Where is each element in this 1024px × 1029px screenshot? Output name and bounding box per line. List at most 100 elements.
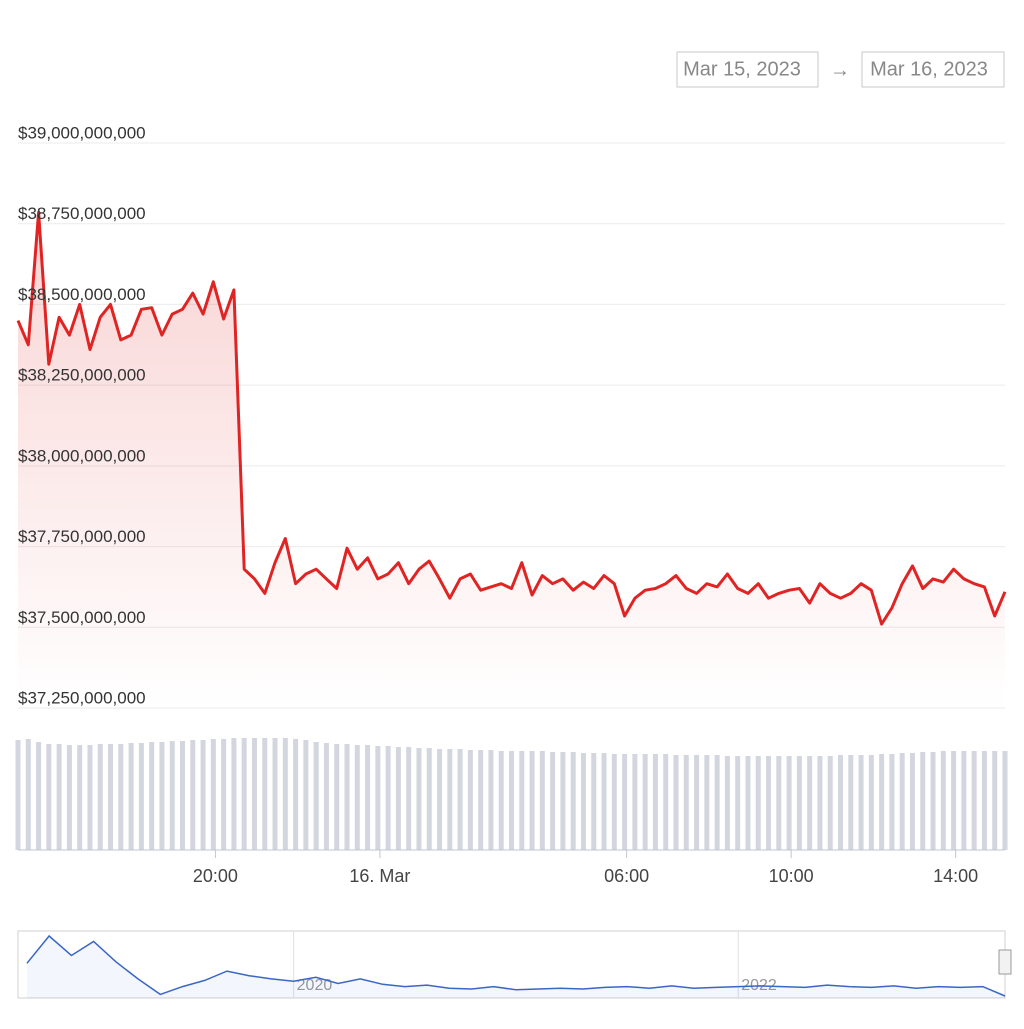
x-tick-label: 20:00	[193, 866, 238, 886]
y-tick-label: $38,500,000,000	[18, 285, 146, 304]
volume-bar	[457, 749, 463, 850]
volume-bar	[889, 754, 895, 850]
volume-bar	[416, 748, 422, 850]
volume-bar	[375, 746, 381, 850]
volume-bar	[447, 749, 453, 850]
volume-bar	[981, 751, 987, 850]
volume-bar	[580, 753, 586, 850]
volume-bar	[642, 754, 648, 850]
volume-bar	[1002, 751, 1008, 850]
plot	[16, 210, 1007, 708]
volume-bar	[652, 754, 658, 850]
volume-bar	[478, 750, 484, 850]
volume-bar	[786, 756, 792, 850]
volume-bar	[868, 755, 874, 850]
volume-bar	[241, 738, 247, 850]
volume-bar	[909, 753, 915, 850]
volume-bar	[848, 755, 854, 850]
volume-bar	[210, 739, 216, 850]
navigator[interactable]: 2020 2022	[26, 931, 1006, 998]
volume-bar	[858, 755, 864, 850]
volume-bar	[128, 743, 134, 850]
volume-bar	[221, 739, 227, 850]
volume-bar	[632, 754, 638, 850]
volume-bar	[108, 744, 114, 850]
volume-bar	[694, 755, 700, 850]
volume-bar	[879, 754, 885, 850]
volume-bar	[601, 753, 607, 850]
date-separator: →	[830, 59, 850, 81]
volume-bar	[313, 742, 319, 850]
volume-bar	[323, 743, 329, 850]
volume-bar	[776, 756, 782, 850]
volume-bar	[426, 748, 432, 850]
volume-bar	[365, 745, 371, 850]
x-tick-label: 14:00	[933, 866, 978, 886]
volume-bar	[920, 752, 926, 850]
navigator-handle[interactable]	[998, 949, 1012, 975]
volume-bar	[97, 744, 103, 850]
volume-bar	[385, 746, 391, 850]
volume-bar	[344, 744, 350, 850]
volume-bar	[796, 756, 802, 850]
y-tick-label: $37,250,000,000	[18, 688, 146, 707]
volume-bar	[138, 743, 144, 850]
volume-bar	[77, 745, 83, 850]
volume-bar	[180, 741, 185, 850]
volume-bar	[735, 756, 741, 850]
volume-bar	[539, 751, 545, 850]
volume-bar	[529, 751, 535, 850]
volume-bar	[36, 742, 42, 850]
volume-bar	[231, 738, 237, 850]
date-to[interactable]: Mar 16, 2023	[870, 58, 988, 80]
navigator-tick-label: 2020	[297, 977, 333, 994]
volume-bar	[509, 751, 514, 850]
date-from[interactable]: Mar 15, 2023	[683, 58, 801, 80]
x-tick-label: 16. Mar	[349, 866, 410, 886]
navigator-area	[26, 936, 1005, 998]
x-tick-label: 06:00	[604, 866, 649, 886]
volume-bar	[395, 747, 401, 850]
volume-bar	[519, 751, 525, 850]
y-tick-label: $37,750,000,000	[18, 527, 146, 546]
volume-bar	[807, 756, 813, 850]
volume-bar	[951, 751, 957, 850]
volume-bar	[87, 745, 93, 850]
volume-bar	[66, 745, 72, 850]
volume-bar	[56, 744, 62, 850]
volume-bar	[940, 751, 946, 850]
volume-bar	[560, 752, 566, 850]
navigator-line	[26, 934, 1006, 997]
volume-bar	[200, 740, 206, 850]
volume-bar	[673, 755, 679, 850]
volume-bar	[282, 738, 288, 850]
volume-bar	[992, 751, 998, 850]
date-to-box[interactable]	[861, 51, 1005, 88]
volume-bar	[611, 754, 617, 850]
volume-bar	[961, 751, 967, 850]
volume-bar	[704, 755, 710, 850]
volume-bar	[303, 740, 309, 850]
volume-bar	[488, 750, 494, 850]
volume-bar	[591, 753, 597, 850]
volume-bar	[467, 750, 473, 850]
volume-bar	[930, 752, 936, 850]
volume-bar	[766, 756, 772, 850]
volume-bar	[46, 744, 52, 850]
volume-bar	[354, 745, 360, 850]
volume-bar	[272, 738, 278, 850]
volume-bar	[683, 755, 689, 850]
volume-bar	[745, 756, 751, 850]
volume-bar	[498, 751, 504, 850]
volume-bar	[971, 751, 977, 850]
volume-bar	[755, 756, 761, 850]
volume-bar	[293, 739, 299, 850]
date-from-box[interactable]	[676, 51, 819, 88]
volume-bar	[570, 752, 576, 850]
volume-bar	[25, 739, 31, 850]
volume-bar	[251, 738, 257, 850]
volume-bar	[827, 756, 833, 850]
y-tick-label: $38,250,000,000	[18, 366, 146, 385]
volume-bar	[406, 747, 412, 850]
volume-bars	[15, 738, 1008, 850]
